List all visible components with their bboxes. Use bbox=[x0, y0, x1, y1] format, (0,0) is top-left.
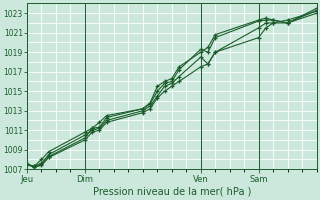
X-axis label: Pression niveau de la mer( hPa ): Pression niveau de la mer( hPa ) bbox=[92, 187, 251, 197]
